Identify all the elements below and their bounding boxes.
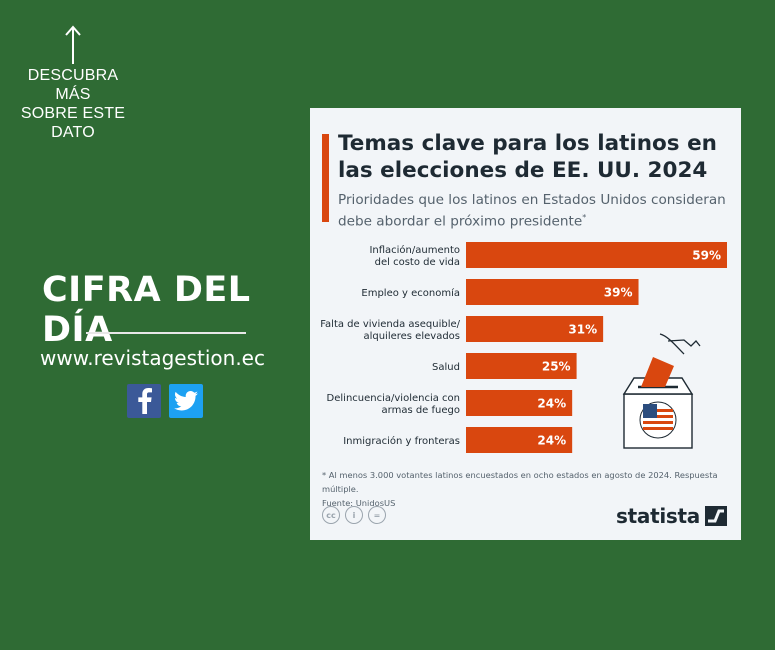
- value-label-2: 31%: [568, 323, 597, 337]
- bar-2: [466, 316, 604, 342]
- category-label-line: del costo de vida: [375, 257, 460, 268]
- by-icon[interactable]: i: [345, 506, 363, 524]
- ballot-box-icon: [622, 333, 701, 449]
- bar-1: [466, 279, 639, 305]
- value-label-0: 59%: [692, 249, 721, 263]
- value-label-1: 39%: [604, 286, 633, 300]
- facebook-button[interactable]: [127, 384, 161, 418]
- bar-chart: 59% Inflación/aumento del costo de vida 39%…: [320, 242, 727, 453]
- subtitle-text-2: debe abordar el próximo presidente: [338, 213, 583, 230]
- twitter-icon: [174, 391, 198, 411]
- source-text: Fuente: UnidosUS: [322, 498, 396, 508]
- category-label-line: Salud: [432, 362, 460, 373]
- cta-line-2: SOBRE ESTE: [20, 105, 126, 122]
- facebook-icon: [138, 388, 152, 414]
- brand-name: statista: [616, 504, 700, 528]
- category-label-line: Delincuencia/violencia con: [327, 393, 460, 404]
- value-label-3: 25%: [542, 360, 571, 374]
- license-icons: cc i =: [322, 506, 386, 524]
- category-label-line: Inflación/aumento: [369, 244, 460, 256]
- nd-icon[interactable]: =: [368, 506, 386, 524]
- value-label-4: 24%: [537, 397, 566, 411]
- bar-5: [466, 427, 573, 453]
- twitter-button[interactable]: [169, 384, 203, 418]
- statista-logo[interactable]: statista: [616, 504, 727, 528]
- chart-title: Temas clave para los latinos en las elec…: [338, 130, 733, 184]
- category-label-line: armas de fuego: [382, 405, 460, 416]
- chart-title-line-1: Temas clave para los latinos en: [338, 131, 717, 156]
- chart-footnote: * Al menos 3.000 votantes latinos encues…: [322, 468, 737, 510]
- bar-3: [466, 353, 577, 379]
- category-label-3: Salud: [432, 362, 460, 373]
- learn-more-link[interactable]: DESCUBRA MÁS SOBRE ESTE DATO: [14, 24, 132, 142]
- statista-mark-icon: [705, 506, 727, 526]
- chart-subtitle-line-1: Prioridades que los latinos en Estados U…: [338, 192, 726, 208]
- category-label-line: Inmigración y fronteras: [343, 435, 460, 447]
- title-accent-bar: [322, 134, 329, 222]
- category-label-line: Falta de vivienda asequible/: [320, 319, 460, 330]
- cta-line-1: DESCUBRA MÁS: [27, 67, 119, 103]
- category-label-4: Delincuencia/violencia con armas de fuego: [327, 393, 460, 416]
- footnote-text: * Al menos 3.000 votantes latinos encues…: [322, 470, 718, 494]
- bar-4: [466, 390, 573, 416]
- category-label-5: Inmigración y fronteras: [343, 435, 460, 447]
- value-label-5: 24%: [537, 434, 566, 448]
- chart-title-line-2: las elecciones de EE. UU. 2024: [338, 158, 708, 183]
- title-divider: [86, 332, 246, 334]
- chart-subtitle-line-2: debe abordar el próximo presidente*: [338, 209, 738, 231]
- cc-icon[interactable]: cc: [322, 506, 340, 524]
- category-label-1: Empleo y economía: [361, 287, 460, 299]
- website-link[interactable]: www.revistagestion.ec: [40, 346, 265, 370]
- ballot-box-illustration: [622, 333, 701, 449]
- subtitle-footnote-mark: *: [582, 213, 587, 222]
- category-label-line: Empleo y economía: [361, 287, 460, 299]
- cta-line-3: DATO: [51, 124, 95, 141]
- category-label-0: Inflación/aumento del costo de vida: [369, 244, 460, 268]
- arrow-up-icon: [65, 25, 81, 64]
- section-title: CIFRA DEL DÍA: [42, 270, 251, 350]
- chart-subtitle: Prioridades que los latinos en Estados U…: [338, 191, 738, 231]
- bar-0: [466, 242, 727, 268]
- category-label-line: alquileres elevados: [363, 331, 460, 342]
- category-label-2: Falta de vivienda asequible/alquileres e…: [320, 319, 460, 342]
- chart-card: Temas clave para los latinos en las elec…: [310, 108, 741, 540]
